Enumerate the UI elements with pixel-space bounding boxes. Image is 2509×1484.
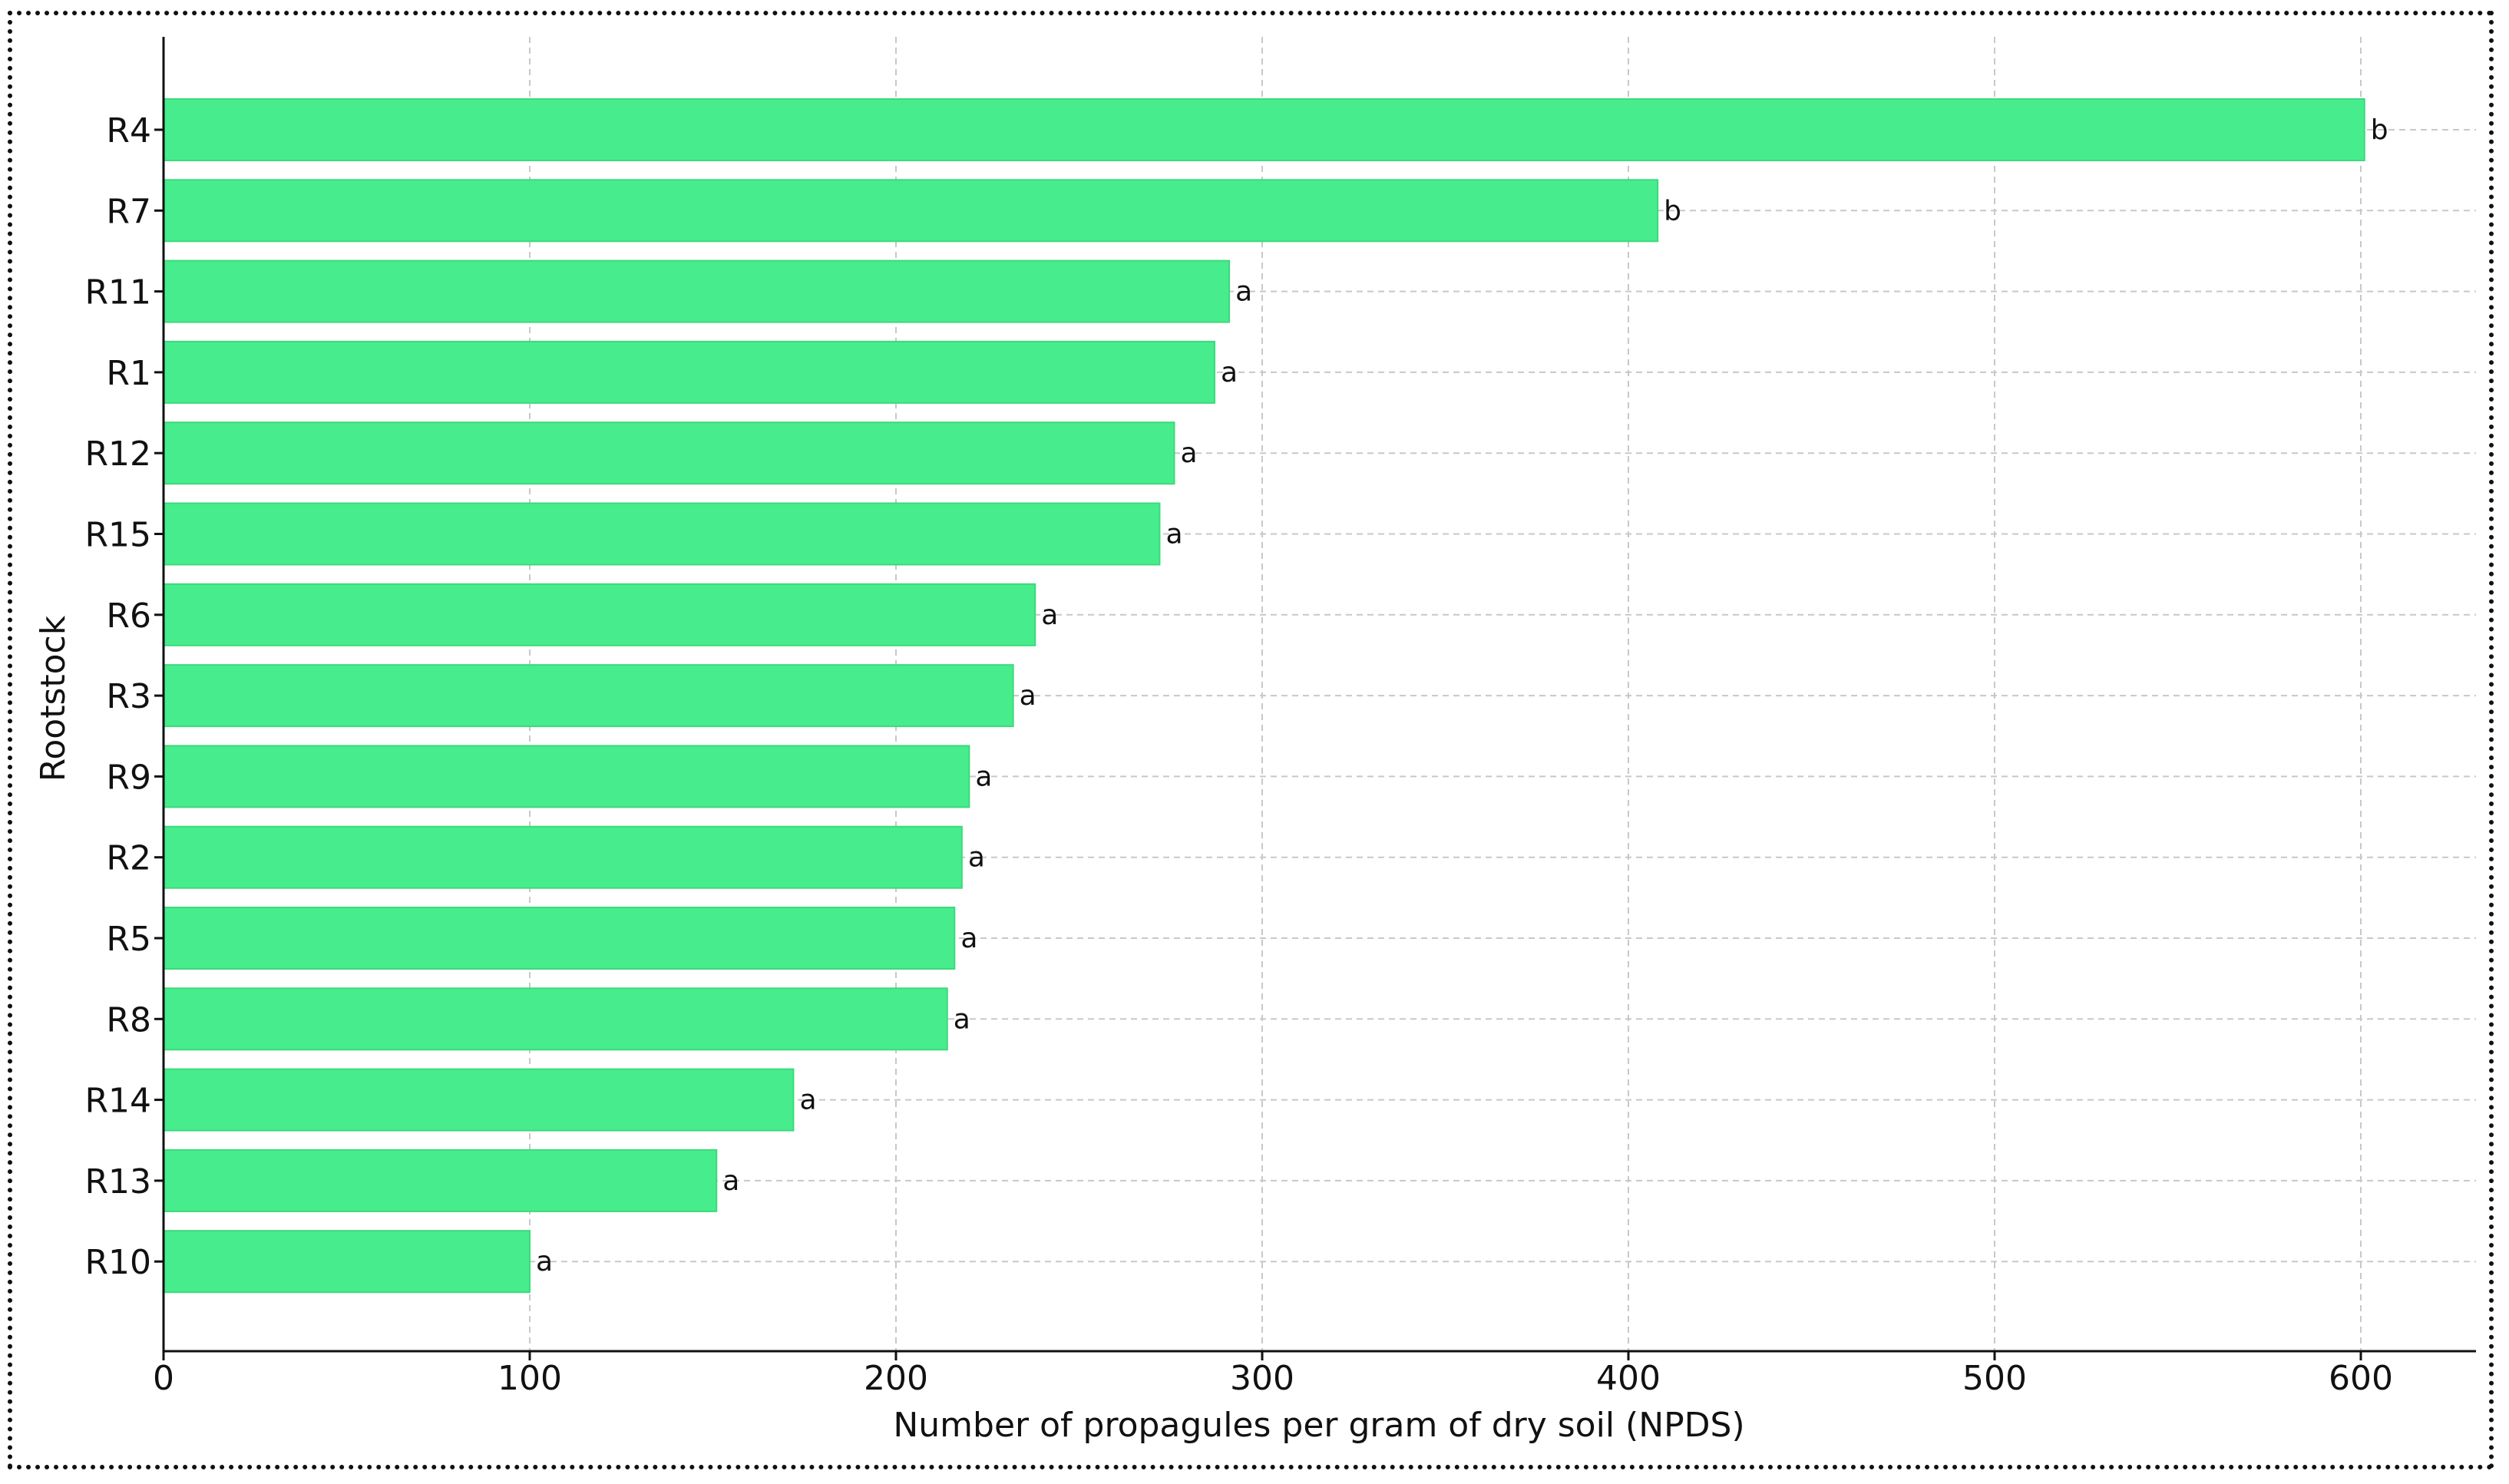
y-tick-label: R12 [84, 435, 151, 474]
y-tick-label: R3 [106, 677, 151, 716]
bar-r13 [163, 1149, 718, 1212]
data-label: a [799, 1085, 816, 1116]
data-label: b [2371, 114, 2388, 146]
bar-r7 [163, 179, 1659, 243]
y-tick-label: R11 [84, 273, 151, 312]
data-label: b [1664, 195, 1681, 226]
x-tick-label: 0 [153, 1359, 174, 1398]
bar-r6 [163, 583, 1036, 646]
y-tick-label: R8 [106, 1000, 151, 1039]
data-label: a [960, 923, 977, 954]
bar-r5 [163, 907, 956, 970]
bar-r14 [163, 1068, 795, 1132]
bar-r10 [163, 1230, 531, 1294]
data-label: a [954, 1003, 970, 1035]
y-tick-label: R1 [106, 354, 151, 393]
x-axis-title: Number of propagules per gram of dry soi… [893, 1406, 1744, 1445]
y-tick-label: R2 [106, 839, 151, 878]
bar-r2 [163, 825, 963, 889]
labels: b b a a a a a a a a a a a a a [536, 114, 2388, 1277]
y-axis-title: Rootstock [34, 615, 73, 782]
y-tick-label: R15 [84, 516, 151, 555]
bar-r4 [163, 98, 2365, 161]
data-label: a [1235, 276, 1252, 308]
x-tick-label: 400 [1596, 1359, 1661, 1398]
y-tick-label: R7 [106, 192, 151, 231]
x-tick-label: 500 [1962, 1359, 2027, 1398]
bar-r11 [163, 259, 1231, 323]
axes: 0 100 200 300 400 500 600 R4 R7 R11 R1 R12 R15 R6 R3 R9… [84, 37, 2476, 1398]
bar-r1 [163, 340, 1215, 404]
data-label: a [968, 842, 985, 874]
y-tick-label: R6 [106, 597, 151, 636]
x-tick-label: 200 [864, 1359, 928, 1398]
y-tick-label: R14 [84, 1082, 151, 1121]
figure-border [8, 11, 2494, 1469]
bar-r3 [163, 664, 1014, 728]
data-label: a [975, 761, 992, 792]
bar-r15 [163, 502, 1161, 566]
data-label: a [1020, 680, 1036, 712]
y-tick-label: R10 [84, 1243, 151, 1282]
y-tick-label: R5 [106, 920, 151, 959]
bar-r8 [163, 987, 948, 1051]
x-tick-label: 100 [498, 1359, 562, 1398]
x-tick-label: 300 [1230, 1359, 1294, 1398]
bar-r12 [163, 421, 1175, 485]
y-tick-label: R9 [106, 758, 151, 797]
data-label: a [1041, 600, 1058, 631]
y-tick-label: R4 [106, 111, 151, 150]
data-label: a [1181, 438, 1198, 469]
y-tick-label: R13 [84, 1162, 151, 1201]
x-tick-label: 600 [2329, 1359, 2393, 1398]
bar-r9 [163, 745, 970, 808]
data-label: a [536, 1246, 553, 1277]
data-label: a [1165, 519, 1182, 550]
data-label: a [1221, 357, 1238, 388]
data-label: a [722, 1165, 739, 1197]
